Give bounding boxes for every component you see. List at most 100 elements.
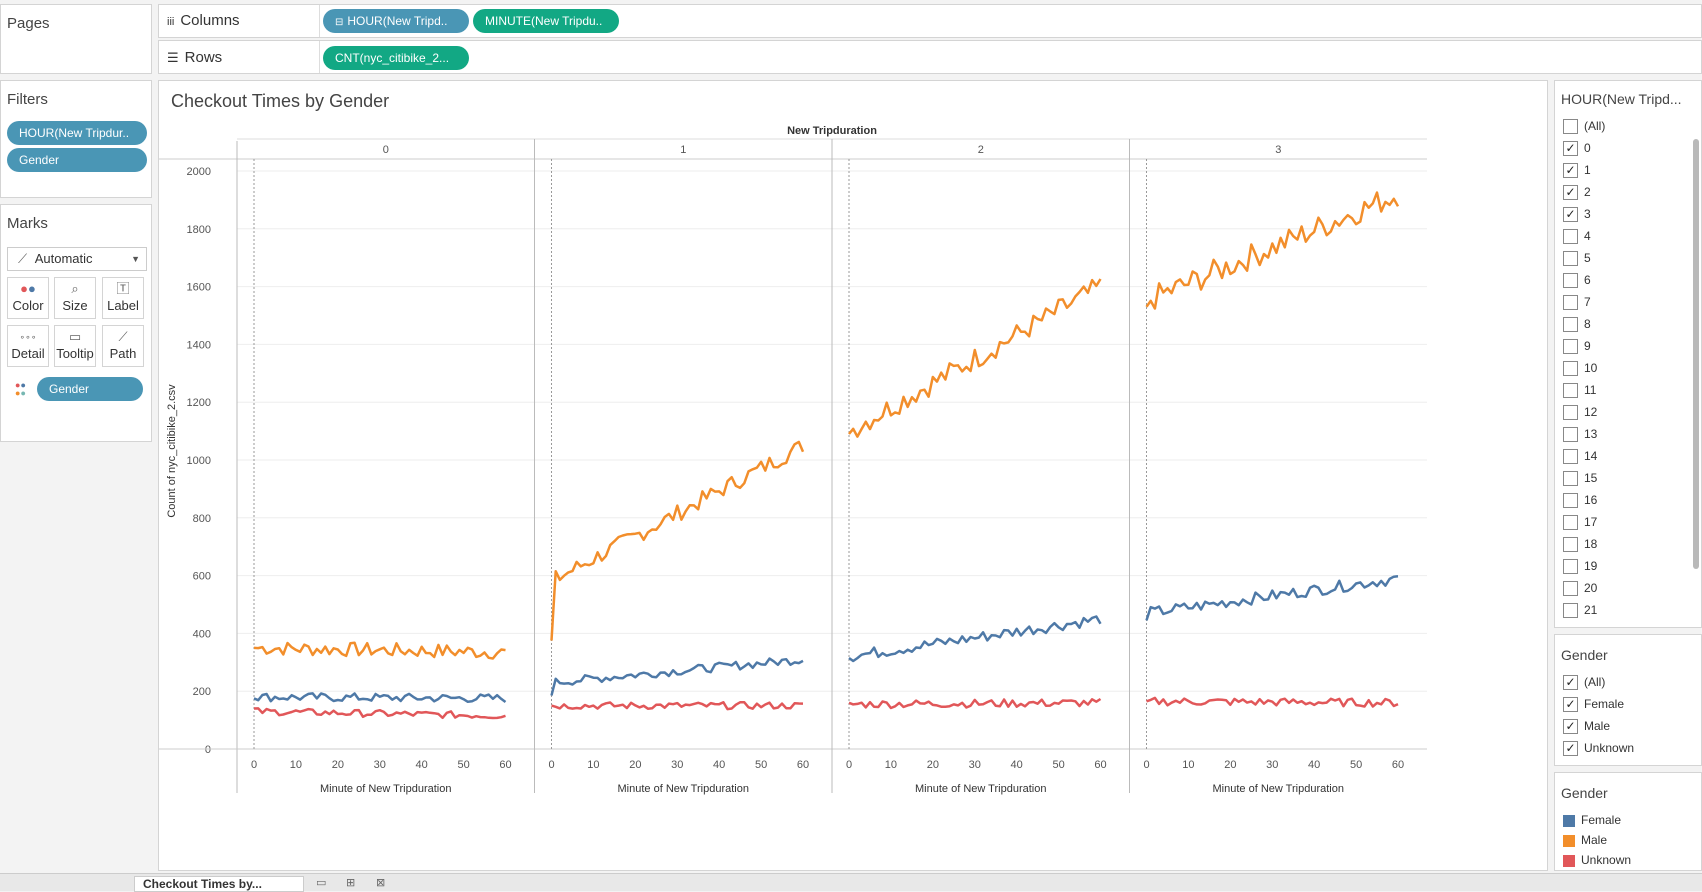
gender-filter-option[interactable]: ✓ Male [1563, 719, 1610, 739]
checkbox-unchecked-icon[interactable] [1563, 229, 1578, 245]
gender-filter-list[interactable]: ✓ (All) ✓ Female ✓ Male ✓ Unknown [1555, 675, 1702, 765]
rows-pill-cnt[interactable]: CNT(nyc_citibike_2... [323, 46, 469, 70]
checkbox-unchecked-icon[interactable] [1563, 603, 1578, 619]
rows-shelf[interactable]: ☰ Rows CNT(nyc_citibike_2... [158, 40, 1702, 74]
new-story-icon[interactable]: ⊠ [376, 877, 386, 889]
checkbox-checked-icon[interactable]: ✓ [1563, 741, 1578, 757]
hour-filter-option[interactable]: 11 [1563, 383, 1596, 403]
tooltip-button[interactable]: ▭ Tooltip [54, 325, 96, 367]
y-tick-label: 400 [193, 628, 211, 640]
columns-shelf[interactable]: iii Columns ⊟ HOUR(New Tripd.. MINUTE(New … [158, 4, 1702, 38]
checkbox-checked-icon[interactable]: ✓ [1563, 697, 1578, 713]
columns-pill-hour[interactable]: ⊟ HOUR(New Tripd.. [323, 9, 469, 33]
sheet-tab[interactable]: Checkout Times by... [134, 876, 304, 892]
hour-filter-option[interactable]: ✓ 2 [1563, 185, 1591, 205]
checkbox-unchecked-icon[interactable] [1563, 317, 1578, 333]
color-button[interactable]: ●● Color [7, 277, 49, 319]
checkbox-unchecked-icon[interactable] [1563, 119, 1578, 135]
hour-filter-option-label: 6 [1584, 273, 1591, 287]
hour-filter-option[interactable]: 19 [1563, 559, 1597, 579]
checkbox-unchecked-icon[interactable] [1563, 515, 1578, 531]
hour-filter-option[interactable]: 15 [1563, 471, 1597, 491]
hour-filter-option[interactable]: 9 [1563, 339, 1591, 359]
x-tick-label: 40 [1011, 759, 1023, 771]
gender-filter-option[interactable]: ✓ Unknown [1563, 741, 1634, 761]
checkbox-unchecked-icon[interactable] [1563, 427, 1578, 443]
hour-filter-option[interactable]: 14 [1563, 449, 1597, 469]
filter-pill-gender[interactable]: Gender [7, 148, 147, 172]
hour-filter-option[interactable]: 8 [1563, 317, 1591, 337]
marks-color-pill-gender[interactable]: Gender [37, 377, 143, 401]
label-icon: 🅃 [116, 281, 130, 296]
hour-filter-option-label: 14 [1584, 449, 1598, 463]
legend-item[interactable]: Unknown [1563, 853, 1631, 871]
legend-item[interactable]: Female [1563, 813, 1621, 831]
hour-filter-option[interactable]: 12 [1563, 405, 1597, 425]
checkbox-unchecked-icon[interactable] [1563, 471, 1578, 487]
checkbox-checked-icon[interactable]: ✓ [1563, 141, 1578, 157]
hour-filter-option[interactable]: 16 [1563, 493, 1597, 513]
checkbox-unchecked-icon[interactable] [1563, 339, 1578, 355]
checkbox-checked-icon[interactable]: ✓ [1563, 185, 1578, 201]
checkbox-unchecked-icon[interactable] [1563, 405, 1578, 421]
x-tick-label: 40 [416, 759, 428, 771]
checkbox-checked-icon[interactable]: ✓ [1563, 207, 1578, 223]
x-tick-label: 50 [1052, 759, 1064, 771]
new-dashboard-icon[interactable]: ⊞ [346, 877, 356, 889]
gender-filter-option[interactable]: ✓ Female [1563, 697, 1624, 717]
checkbox-checked-icon[interactable]: ✓ [1563, 719, 1578, 735]
label-button[interactable]: 🅃 Label [102, 277, 144, 319]
columns-pill-minute[interactable]: MINUTE(New Tripdu.. [473, 9, 619, 33]
x-tick-label: 0 [1143, 759, 1149, 771]
hour-filter-option[interactable]: 6 [1563, 273, 1591, 293]
checkbox-unchecked-icon[interactable] [1563, 537, 1578, 553]
path-button[interactable]: ⟋ Path [102, 325, 144, 367]
x-tick-label: 0 [251, 759, 257, 771]
checkbox-unchecked-icon[interactable] [1563, 295, 1578, 311]
hour-filter-option[interactable]: 4 [1563, 229, 1591, 249]
path-icon: ⟋ [118, 329, 128, 344]
gender-filter-option[interactable]: ✓ (All) [1563, 675, 1605, 695]
legend-item[interactable]: Male [1563, 833, 1607, 851]
y-tick-label: 1800 [187, 224, 211, 236]
hour-filter-option[interactable]: 18 [1563, 537, 1597, 557]
checkbox-unchecked-icon[interactable] [1563, 361, 1578, 377]
checkbox-unchecked-icon[interactable] [1563, 251, 1578, 267]
checkbox-unchecked-icon[interactable] [1563, 449, 1578, 465]
hour-filter-option[interactable]: 21 [1563, 603, 1597, 623]
panel-header-0: 0 [383, 144, 389, 156]
mark-type-dropdown[interactable]: ⟋ Automatic ▼ [7, 247, 147, 271]
hour-filter-option[interactable]: ✓ 3 [1563, 207, 1591, 227]
hour-filter-option-label: 2 [1584, 185, 1591, 199]
pages-title: Pages [7, 15, 50, 32]
x-tick-label: 20 [1224, 759, 1236, 771]
hour-filter-option[interactable]: 20 [1563, 581, 1597, 601]
checkbox-unchecked-icon[interactable] [1563, 581, 1578, 597]
checkbox-unchecked-icon[interactable] [1563, 559, 1578, 575]
size-button[interactable]: ⌕ Size [54, 277, 96, 319]
hour-filter-option[interactable]: 5 [1563, 251, 1591, 271]
checkbox-checked-icon[interactable]: ✓ [1563, 675, 1578, 691]
size-icon: ⌕ [71, 281, 79, 296]
mark-type-label: Automatic [34, 251, 93, 266]
hour-filter-option[interactable]: 17 [1563, 515, 1597, 535]
detail-button[interactable]: ∘∘∘ Detail [7, 325, 49, 367]
hour-filter-option[interactable]: 13 [1563, 427, 1597, 447]
hour-filter-option-label: 16 [1584, 493, 1598, 507]
filter-pill-hour[interactable]: HOUR(New Tripdur.. [7, 121, 147, 145]
color-mark-icon: ●● ●● [15, 380, 26, 398]
hour-filter-option[interactable]: ✓ 0 [1563, 141, 1591, 161]
hour-filter-list[interactable]: (All) ✓ 0 ✓ 1 ✓ 2 ✓ 3 4 5 6 7 8 9 10 11 12 13 14 15 16 17 18 19 2… [1555, 119, 1702, 627]
x-tick-label: 20 [927, 759, 939, 771]
hour-filter-scrollbar[interactable] [1693, 139, 1699, 569]
checkbox-unchecked-icon[interactable] [1563, 383, 1578, 399]
hour-filter-option[interactable]: 7 [1563, 295, 1591, 315]
hour-filter-option[interactable]: ✓ 1 [1563, 163, 1591, 183]
checkbox-unchecked-icon[interactable] [1563, 273, 1578, 289]
pages-shelf[interactable]: Pages [0, 4, 152, 74]
checkbox-unchecked-icon[interactable] [1563, 493, 1578, 509]
hour-filter-option[interactable]: 10 [1563, 361, 1597, 381]
hour-filter-option[interactable]: (All) [1563, 119, 1605, 139]
new-sheet-icon[interactable]: ▭ [316, 877, 327, 889]
checkbox-checked-icon[interactable]: ✓ [1563, 163, 1578, 179]
